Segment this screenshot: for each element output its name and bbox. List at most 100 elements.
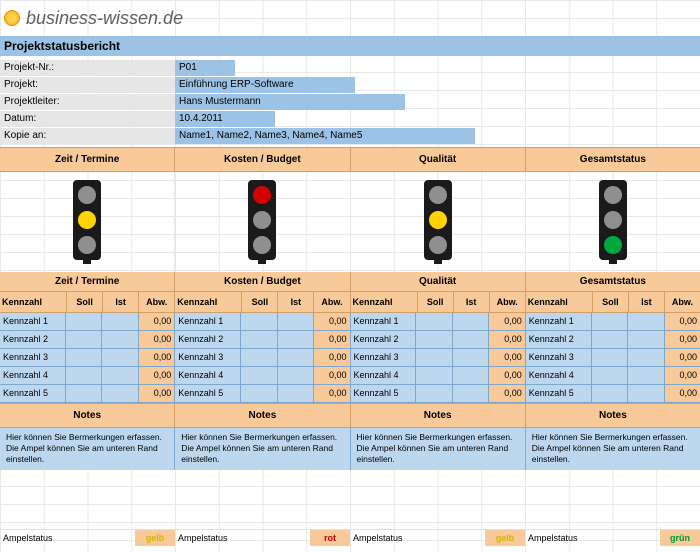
kpi-row[interactable]: Kennzahl 40,00 xyxy=(526,367,700,385)
notes-cell-1[interactable]: Hier können Sie Bermerkungen erfassen. D… xyxy=(174,428,349,470)
kpi-col-2-1: Soll xyxy=(417,292,453,312)
kpi-ist[interactable] xyxy=(277,349,313,366)
kpi-ist[interactable] xyxy=(452,349,488,366)
kpi-row[interactable]: Kennzahl 20,00 xyxy=(175,331,349,349)
kpi-row[interactable]: Kennzahl 30,00 xyxy=(526,349,700,367)
kpi-soll[interactable] xyxy=(415,367,451,384)
meta-label-projektnr: Projekt-Nr.: xyxy=(0,60,175,76)
kpi-row[interactable]: Kennzahl 10,00 xyxy=(0,313,174,331)
kpi-row[interactable]: Kennzahl 10,00 xyxy=(526,313,700,331)
kpi-abw: 0,00 xyxy=(488,385,524,402)
kpi-ist[interactable] xyxy=(452,385,488,402)
kpi-ist[interactable] xyxy=(101,349,137,366)
kpi-name: Kennzahl 3 xyxy=(526,349,591,366)
kpi-row[interactable]: Kennzahl 50,00 xyxy=(0,385,174,403)
meta-value-projekt[interactable]: Einführung ERP-Software xyxy=(175,77,355,93)
kpi-row[interactable]: Kennzahl 30,00 xyxy=(351,349,525,367)
kpi-soll[interactable] xyxy=(65,331,101,348)
kpi-block-title-0: Zeit / Termine xyxy=(0,272,174,292)
notes-header-0: Notes xyxy=(0,404,174,427)
kpi-row[interactable]: Kennzahl 20,00 xyxy=(526,331,700,349)
page-title: Projektstatusbericht xyxy=(0,36,700,56)
kpi-row[interactable]: Kennzahl 40,00 xyxy=(0,367,174,385)
kpi-ist[interactable] xyxy=(452,331,488,348)
kpi-soll[interactable] xyxy=(65,349,101,366)
kpi-soll[interactable] xyxy=(240,331,276,348)
ampelstatus-value-0[interactable]: gelb xyxy=(135,530,175,546)
kpi-ist[interactable] xyxy=(627,367,663,384)
kpi-row[interactable]: Kennzahl 50,00 xyxy=(351,385,525,403)
kpi-ist[interactable] xyxy=(101,331,137,348)
kpi-abw: 0,00 xyxy=(488,367,524,384)
notes-cell-2[interactable]: Hier können Sie Bermerkungen erfassen. D… xyxy=(350,428,525,470)
kpi-row[interactable]: Kennzahl 50,00 xyxy=(526,385,700,403)
meta-label-kopie: Kopie an: xyxy=(0,128,175,144)
ampelstatus-label-3: Ampelstatus xyxy=(525,533,660,543)
kpi-ist[interactable] xyxy=(452,313,488,330)
kpi-soll[interactable] xyxy=(65,385,101,402)
kpi-row[interactable]: Kennzahl 20,00 xyxy=(0,331,174,349)
kpi-ist[interactable] xyxy=(101,385,137,402)
kpi-abw: 0,00 xyxy=(138,349,174,366)
kpi-soll[interactable] xyxy=(415,349,451,366)
notes-cell-0[interactable]: Hier können Sie Bermerkungen erfassen. D… xyxy=(0,428,174,470)
kpi-row[interactable]: Kennzahl 40,00 xyxy=(175,367,349,385)
ampelstatus-value-3[interactable]: grün xyxy=(660,530,700,546)
kpi-soll[interactable] xyxy=(591,385,627,402)
kpi-ist[interactable] xyxy=(627,331,663,348)
ampelstatus-label-1: Ampelstatus xyxy=(175,533,310,543)
kpi-name: Kennzahl 4 xyxy=(175,367,240,384)
kpi-soll[interactable] xyxy=(240,385,276,402)
kpi-soll[interactable] xyxy=(415,385,451,402)
ampelstatus-value-2[interactable]: gelb xyxy=(485,530,525,546)
kpi-row[interactable]: Kennzahl 30,00 xyxy=(175,349,349,367)
notes-cell-3[interactable]: Hier können Sie Bermerkungen erfassen. D… xyxy=(525,428,700,470)
ampelstatus-value-1[interactable]: rot xyxy=(310,530,350,546)
meta-value-leiter[interactable]: Hans Mustermann xyxy=(175,94,405,110)
kpi-soll[interactable] xyxy=(591,349,627,366)
kpi-abw: 0,00 xyxy=(138,331,174,348)
kpi-soll[interactable] xyxy=(240,349,276,366)
kpi-ist[interactable] xyxy=(277,331,313,348)
kpi-ist[interactable] xyxy=(101,367,137,384)
kpi-abw: 0,00 xyxy=(138,367,174,384)
kpi-ist[interactable] xyxy=(277,367,313,384)
kpi-row[interactable]: Kennzahl 30,00 xyxy=(0,349,174,367)
kpi-name: Kennzahl 1 xyxy=(351,313,416,330)
meta-value-kopie[interactable]: Name1, Name2, Name3, Name4, Name5 xyxy=(175,128,475,144)
kpi-row[interactable]: Kennzahl 10,00 xyxy=(351,313,525,331)
meta-value-projektnr[interactable]: P01 xyxy=(175,60,235,76)
kpi-ist[interactable] xyxy=(627,313,663,330)
kpi-abw: 0,00 xyxy=(313,331,349,348)
kpi-soll[interactable] xyxy=(65,367,101,384)
kpi-soll[interactable] xyxy=(591,313,627,330)
kpi-col-1-1: Soll xyxy=(241,292,277,312)
kpi-ist[interactable] xyxy=(452,367,488,384)
brand-header: business-wissen.de xyxy=(0,0,700,36)
kpi-soll[interactable] xyxy=(415,331,451,348)
kpi-ist[interactable] xyxy=(277,385,313,402)
kpi-col-2-2: Ist xyxy=(453,292,489,312)
kpi-name: Kennzahl 1 xyxy=(0,313,65,330)
kpi-soll[interactable] xyxy=(65,313,101,330)
kpi-row[interactable]: Kennzahl 50,00 xyxy=(175,385,349,403)
kpi-row[interactable]: Kennzahl 40,00 xyxy=(351,367,525,385)
kpi-ist[interactable] xyxy=(277,313,313,330)
kpi-row[interactable]: Kennzahl 10,00 xyxy=(175,313,349,331)
kpi-ist[interactable] xyxy=(101,313,137,330)
meta-label-leiter: Projektleiter: xyxy=(0,94,175,110)
kpi-col-0-3: Abw. xyxy=(138,292,174,312)
kpi-ist[interactable] xyxy=(627,349,663,366)
kpi-soll[interactable] xyxy=(240,313,276,330)
kpi-soll[interactable] xyxy=(240,367,276,384)
meta-value-datum[interactable]: 10.4.2011 xyxy=(175,111,275,127)
kpi-soll[interactable] xyxy=(591,367,627,384)
kpi-col-2-3: Abw. xyxy=(489,292,525,312)
kpi-soll[interactable] xyxy=(415,313,451,330)
kpi-ist[interactable] xyxy=(627,385,663,402)
kpi-abw: 0,00 xyxy=(488,349,524,366)
kpi-soll[interactable] xyxy=(591,331,627,348)
kpi-row[interactable]: Kennzahl 20,00 xyxy=(351,331,525,349)
kpi-name: Kennzahl 5 xyxy=(175,385,240,402)
kpi-col-2-0: Kennzahl xyxy=(351,292,417,312)
